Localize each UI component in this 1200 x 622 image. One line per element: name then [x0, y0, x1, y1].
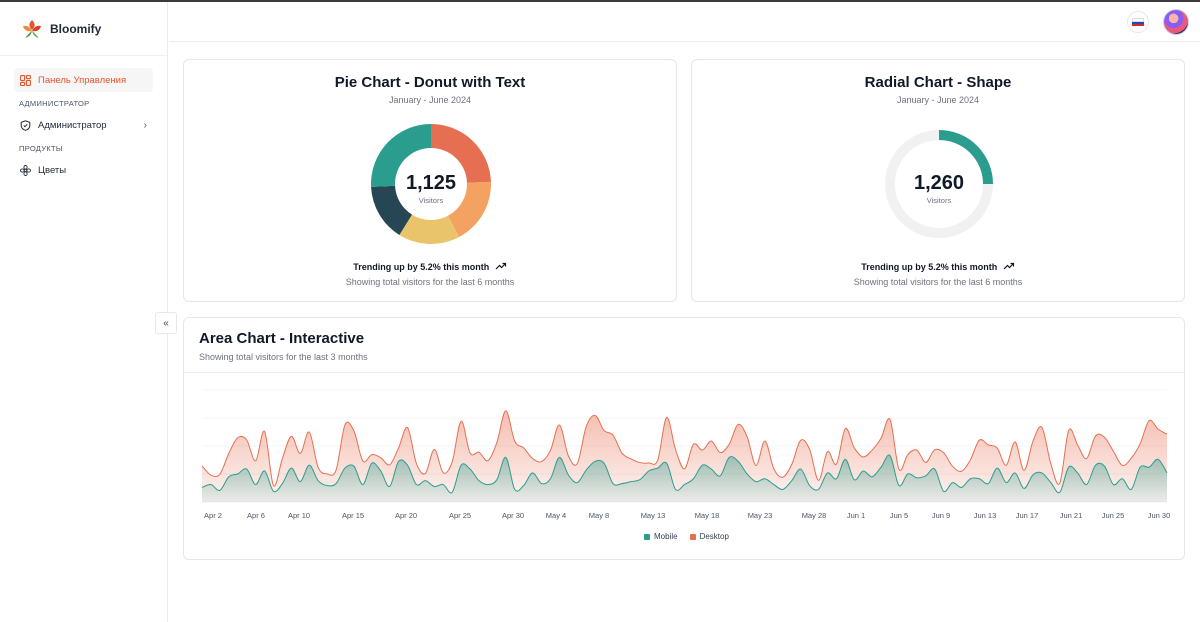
card-subtitle: January - June 2024 — [896, 95, 980, 105]
sidebar-item-label: Панель Управления — [38, 74, 127, 86]
trend-note: Showing total visitors for the last 6 mo… — [853, 277, 1023, 287]
sidebar-item-flowers[interactable]: Цветы — [14, 158, 153, 182]
chart-legend: Mobile Desktop — [644, 532, 729, 541]
radial-chart-card: Radial Chart - Shape January - June 2024… — [691, 59, 1185, 302]
radial-center-label: Visitors — [926, 196, 952, 205]
trend-text: Trending up by 5.2% this month — [692, 262, 1184, 272]
collapse-sidebar-button[interactable]: « — [155, 312, 177, 334]
mobile-line — [201, 454, 1168, 494]
donut-center-value: 1,125 — [405, 172, 457, 194]
x-tick-label: Apr 15 — [342, 511, 364, 520]
dashboard-icon — [20, 74, 31, 86]
trend-label: Trending up by 5.2% this month — [353, 262, 490, 272]
trend-note: Showing total visitors for the last 6 mo… — [345, 277, 515, 287]
legend-item-desktop[interactable]: Desktop — [689, 532, 729, 541]
sidebar-item-label: Администратор — [38, 119, 107, 131]
desktop-line — [201, 410, 1168, 487]
radial-center-value: 1,260 — [913, 172, 965, 194]
section-label-admin: АДМИНИСТРАТОР — [19, 99, 90, 108]
x-tick-label: Jun 1 — [847, 511, 865, 520]
russia-flag-icon — [1132, 17, 1144, 27]
area-chart: Apr 2 Apr 6 Apr 10 Apr 15 Apr 20 Apr 25 Apr 30… — [201, 389, 1171, 520]
card-subtitle: Showing total visitors for the last 3 mo… — [199, 352, 368, 362]
donut-center: 1,125 Visitors — [381, 172, 481, 205]
donut-slice-2[interactable] — [399, 214, 460, 244]
donut-slice-1[interactable] — [447, 181, 491, 237]
donut-slice-3[interactable] — [371, 185, 413, 235]
legend-item-mobile[interactable]: Mobile — [644, 532, 678, 541]
pie-chart-card: Pie Chart - Donut with Text January - Ju… — [183, 59, 677, 302]
legend-label: Mobile — [654, 532, 678, 541]
x-tick-label: Apr 20 — [395, 511, 417, 520]
x-tick-label: May 23 — [748, 511, 773, 520]
x-tick-label: Jun 21 — [1060, 511, 1083, 520]
language-switcher[interactable] — [1127, 11, 1149, 33]
legend-swatch — [689, 533, 696, 540]
top-header — [169, 2, 1200, 42]
x-tick-label: May 18 — [695, 511, 720, 520]
avatar[interactable] — [1163, 9, 1189, 35]
x-tick-label: Jun 13 — [974, 511, 997, 520]
double-chevron-left-icon: « — [163, 317, 169, 329]
bloomify-logo-icon — [23, 19, 41, 38]
x-tick-label: Jun 17 — [1016, 511, 1039, 520]
x-tick-label: Apr 10 — [288, 511, 310, 520]
mobile-area — [202, 454, 1167, 502]
section-label-products: ПРОДУКТЫ — [19, 144, 63, 153]
flower-icon — [20, 164, 31, 176]
radial-center: 1,260 Visitors — [889, 172, 989, 205]
sidebar-item-admin[interactable]: Администратор › — [14, 113, 153, 137]
chevron-right-icon: › — [143, 119, 147, 131]
card-title: Radial Chart - Shape — [864, 74, 1012, 91]
radial-chart — [885, 130, 993, 238]
shield-icon — [20, 119, 31, 131]
x-tick-label: Jun 30 — [1148, 511, 1171, 520]
trending-up-icon — [1003, 262, 1014, 270]
donut-slice-4[interactable] — [371, 124, 431, 187]
trend-text: Trending up by 5.2% this month — [184, 262, 676, 272]
window-top-border — [0, 0, 1200, 2]
x-tick-label: May 28 — [802, 511, 827, 520]
x-tick-label: Apr 30 — [502, 511, 524, 520]
x-tick-label: Apr 25 — [449, 511, 471, 520]
trending-up-icon — [495, 262, 506, 270]
sidebar: Bloomify Панель Управления АДМИНИСТРАТОР… — [0, 2, 168, 622]
card-title: Pie Chart - Donut with Text — [334, 74, 526, 91]
brand[interactable]: Bloomify — [0, 2, 167, 56]
x-tick-label: Apr 6 — [247, 511, 265, 520]
legend-swatch — [644, 533, 650, 540]
sidebar-nav: Панель Управления АДМИНИСТРАТОР Админист… — [0, 56, 167, 182]
radial-bar[interactable] — [938, 130, 993, 185]
app-name: Bloomify — [50, 21, 102, 36]
sidebar-item-dashboard[interactable]: Панель Управления — [14, 68, 153, 92]
x-tick-label: May 4 — [546, 511, 566, 520]
x-tick-label: Jun 5 — [890, 511, 908, 520]
donut-slice-0[interactable] — [431, 124, 491, 183]
area-chart-card: Area Chart - Interactive Showing total v… — [183, 317, 1185, 560]
x-tick-label: Jun 25 — [1102, 511, 1125, 520]
trend-label: Trending up by 5.2% this month — [861, 262, 998, 272]
card-subtitle: January - June 2024 — [388, 95, 472, 105]
legend-label: Desktop — [699, 532, 729, 541]
x-tick-label: Jun 9 — [932, 511, 950, 520]
donut-center-label: Visitors — [418, 196, 444, 205]
x-tick-label: May 8 — [589, 511, 609, 520]
sidebar-item-label: Цветы — [38, 164, 67, 176]
x-tick-label: May 13 — [641, 511, 666, 520]
donut-chart — [371, 124, 491, 244]
x-tick-label: Apr 2 — [204, 511, 222, 520]
card-title: Area Chart - Interactive — [199, 330, 365, 347]
